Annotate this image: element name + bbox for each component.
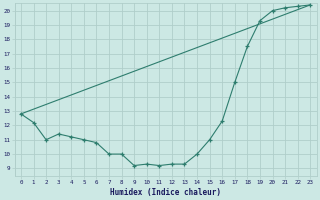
X-axis label: Humidex (Indice chaleur): Humidex (Indice chaleur) — [110, 188, 221, 197]
